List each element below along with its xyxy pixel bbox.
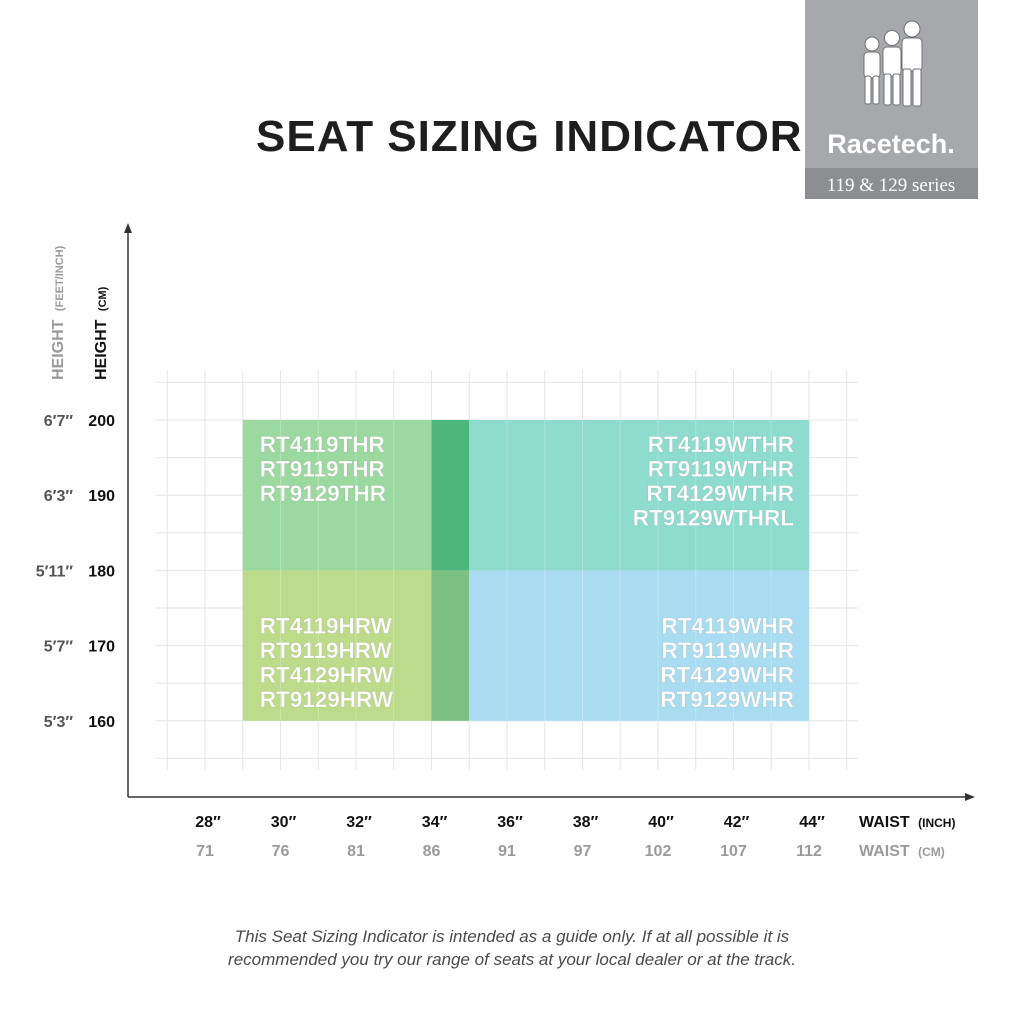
x-tick-inch: 42″ (724, 814, 750, 831)
x-tick-inch: 34″ (422, 814, 448, 831)
x-tick-inch: 44″ (799, 814, 825, 831)
seat-model-label: RT9119WTHR (648, 457, 794, 482)
x-tick-inch: 38″ (573, 814, 599, 831)
y-tick-feet: 5′3″ (44, 714, 74, 731)
seat-model-label: RT9119THR (260, 457, 385, 482)
seat-model-label: RT4119THR (260, 432, 385, 457)
y-tick-cm: 190 (88, 488, 115, 505)
x-axis-title-inch-unit: (INCH) (918, 816, 955, 830)
x-axis-arrow (965, 793, 975, 801)
drivers-icon (863, 20, 923, 107)
y-axis-title-feet-unit: (FEET/INCH) (54, 245, 66, 311)
size-region-3 (242, 570, 432, 721)
disclaimer: This Seat Sizing Indicator is intended a… (150, 925, 874, 971)
x-tick-inch: 28″ (195, 814, 221, 831)
y-tick-feet: 6′3″ (44, 488, 74, 505)
x-tick-inch: 32″ (346, 814, 372, 831)
seat-model-label: RT4129HRW (260, 662, 394, 687)
y-axis-title-feet-main: HEIGHT (50, 319, 67, 380)
size-region-4 (431, 570, 470, 721)
seat-model-label: RT4129WTHR (646, 481, 794, 506)
y-axis-title-cm: HEIGHT (CM) (93, 286, 110, 380)
x-tick-cm: 91 (498, 843, 516, 860)
y-axis-title-cm-main: HEIGHT (93, 319, 110, 380)
x-tick-cm: 76 (272, 843, 290, 860)
seat-model-label: RT4129WHR (660, 662, 794, 687)
x-tick-cm: 97 (574, 843, 592, 860)
racetech-logo-panel: Racetech. 119 & 129 series (805, 0, 978, 199)
y-tick-cm: 180 (88, 563, 115, 580)
disclaimer-line-2: recommended you try our range of seats a… (228, 950, 796, 969)
seat-model-label: RT4119WHR (661, 613, 794, 638)
x-tick-cm: 71 (196, 843, 214, 860)
y-tick-feet: 5′11″ (36, 563, 74, 580)
y-tick-feet: 5′7″ (44, 639, 74, 656)
y-axis-arrow (124, 223, 132, 233)
chart-regions (242, 420, 809, 721)
seat-model-label: RT9119HRW (260, 638, 393, 663)
y-axis-title-cm-unit: (CM) (97, 286, 109, 311)
x-tick-cm: 102 (645, 843, 672, 860)
x-tick-cm: 112 (796, 843, 822, 860)
x-axis-title-cm-main: WAIST (859, 843, 910, 860)
y-axis-title-feet: HEIGHT (FEET/INCH) (50, 245, 67, 380)
brand-logo-text: Racetech. (827, 129, 955, 159)
series-label: 119 & 129 series (827, 175, 956, 196)
seat-model-label: RT9129HRW (260, 687, 394, 712)
series-band (805, 168, 978, 199)
seat-model-label: RT9129WTHRL (633, 506, 795, 531)
chart-axes (124, 223, 975, 801)
x-tick-inch: 40″ (648, 814, 674, 831)
x-axis-title-cm-unit: (CM) (918, 845, 945, 859)
chart-region-labels: RT4119THRRT9119THRRT9129THRRT4119WTHRRT9… (259, 432, 795, 712)
seat-model-label: RT9129WHR (660, 687, 794, 712)
size-region-5 (469, 570, 809, 721)
x-axis-title-cm: WAIST (CM) (859, 843, 945, 860)
size-region-1 (431, 420, 470, 571)
seat-model-label: RT4119WTHR (648, 432, 794, 457)
y-tick-cm: 200 (88, 413, 115, 430)
x-tick-cm: 86 (423, 843, 441, 860)
seat-model-label: RT9119WHR (661, 638, 794, 663)
page-title: SEAT SIZING INDICATOR (256, 112, 803, 161)
disclaimer-line-1: This Seat Sizing Indicator is intended a… (234, 927, 790, 946)
x-tick-cm: 81 (347, 843, 365, 860)
x-axis-title-inch-main: WAIST (859, 814, 910, 831)
size-region-2 (469, 420, 809, 571)
size-region-0 (242, 420, 432, 571)
seat-model-label: RT9129THR (260, 481, 386, 506)
chart-tick-labels: 28″ 71 30″ 76 32″ 81 34″ 86 36″ 91 38″ 97 40″ 102 42″ 1… (36, 413, 825, 860)
y-tick-cm: 170 (88, 639, 115, 656)
x-tick-inch: 30″ (271, 814, 297, 831)
x-axis-title-inch: WAIST (INCH) (859, 814, 955, 831)
x-tick-cm: 107 (720, 843, 747, 860)
x-tick-inch: 36″ (497, 814, 523, 831)
y-tick-cm: 160 (88, 714, 115, 731)
seat-model-label: RT4119HRW (260, 613, 393, 638)
y-tick-feet: 6′7″ (44, 413, 74, 430)
